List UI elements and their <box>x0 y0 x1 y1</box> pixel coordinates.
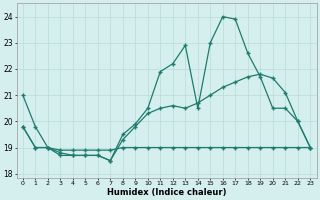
X-axis label: Humidex (Indice chaleur): Humidex (Indice chaleur) <box>107 188 226 197</box>
